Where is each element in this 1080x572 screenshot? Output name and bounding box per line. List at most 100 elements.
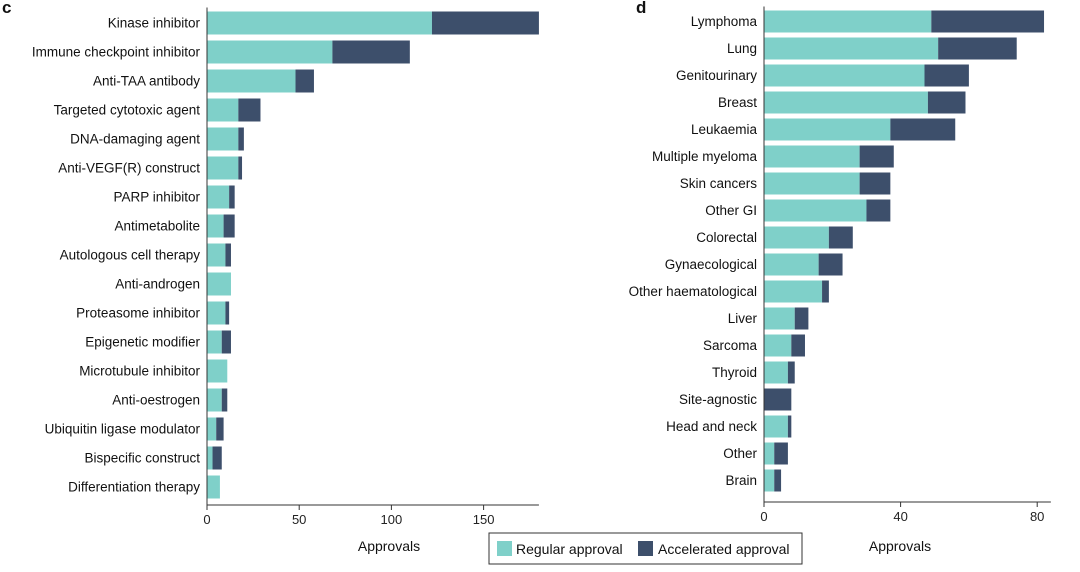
- panel-c-category-label: Immune checkpoint inhibitor: [32, 45, 201, 60]
- panel-d-bar-regular-leukaemia: [764, 118, 891, 141]
- legend-label-accelerated: Accelerated approval: [658, 541, 790, 557]
- panel-c-category-label: Differentiation therapy: [68, 480, 200, 495]
- panel-c-x-tick-label: 100: [381, 512, 403, 527]
- panel-c-x-tick-label: 0: [203, 512, 210, 527]
- panel-d-bar-regular-thyroid: [764, 361, 788, 384]
- panel-d-x-tick-label: 0: [760, 509, 767, 524]
- panel-c-bar-regular-differentiation-therapy: [207, 475, 220, 499]
- panel-d-category-label: Breast: [718, 95, 757, 110]
- panel-d-bar-regular-liver: [764, 307, 795, 330]
- panel-c-bar-regular-proteasome-inhibitor: [207, 301, 226, 325]
- panel-d-bar-regular-skin-cancers: [764, 172, 860, 195]
- panel-d-x-axis-title: Approvals: [869, 538, 931, 554]
- panel-c-category-label: Anti-VEGF(R) construct: [58, 161, 200, 176]
- panel-c-bar-regular-anti-taa-antibody: [207, 69, 296, 93]
- panel-c-bar-accelerated-targeted-cytotoxic-agent: [238, 98, 261, 122]
- panel-c-category-label: Anti-androgen: [115, 277, 200, 292]
- panel-d-letter: d: [636, 0, 646, 17]
- panel-d-chart: Lymphoma Lung Genitourinary Breast Leukaemia…: [629, 6, 1051, 524]
- panel-c-bar-regular-kinase-inhibitor: [207, 11, 432, 35]
- panel-d-bar-regular-breast: [764, 91, 928, 114]
- panel-c-bar-regular-targeted-cytotoxic-agent: [207, 98, 239, 122]
- panel-c-bar-accelerated-anti-vegf-r-construct: [238, 156, 243, 180]
- panel-d-bar-accelerated-lung: [938, 37, 1017, 60]
- panel-d-bar-regular-genitourinary: [764, 64, 925, 87]
- panel-c-category-label: Ubiquitin ligase modulator: [45, 422, 201, 437]
- panel-d-bar-regular-lymphoma: [764, 10, 932, 33]
- panel-d-category-label: Other GI: [705, 203, 757, 218]
- panel-c-bar-accelerated-parp-inhibitor: [229, 185, 235, 209]
- panel-d-bar-accelerated-other: [774, 442, 788, 465]
- panel-d-bar-accelerated-liver: [794, 307, 809, 330]
- panel-d-bar-regular-other-gi: [764, 199, 867, 222]
- panel-c-bar-regular-autologous-cell-therapy: [207, 243, 226, 267]
- panel-c-category-label: Microtubule inhibitor: [79, 364, 200, 379]
- panel-c-bar-accelerated-antimetabolite: [223, 214, 235, 238]
- panel-c-bar-regular-bispecific-construct: [207, 446, 213, 470]
- panel-c-bar-regular-ubiquitin-ligase-modulator: [207, 417, 217, 441]
- panel-d-category-label: Genitourinary: [676, 68, 757, 83]
- panel-c-bar-regular-anti-androgen: [207, 272, 231, 296]
- panel-d-category-label: Gynaecological: [665, 257, 757, 272]
- panel-d-bar-accelerated-thyroid: [787, 361, 795, 384]
- legend: Regular approval Accelerated approval: [488, 532, 803, 565]
- panel-d-category-label: Sarcoma: [703, 338, 758, 353]
- panel-c-category-label: Autologous cell therapy: [60, 248, 201, 263]
- panel-d-bar-accelerated-other-gi: [866, 199, 891, 222]
- legend-swatch-accelerated: [638, 541, 653, 556]
- panel-c-category-label: Antimetabolite: [114, 219, 200, 234]
- panel-d-bar-regular-sarcoma: [764, 334, 792, 357]
- panel-c-x-axis-title: Approvals: [358, 538, 420, 554]
- panel-c-category-label: PARP inhibitor: [113, 190, 200, 205]
- panel-c-bar-regular-dna-damaging-agent: [207, 127, 239, 151]
- panel-c-bar-accelerated-immune-checkpoint-inhibitor: [332, 40, 410, 64]
- panel-d-bar-regular-other-haematological: [764, 280, 823, 303]
- panel-d-bar-accelerated-multiple-myeloma: [859, 145, 894, 168]
- panel-d-category-label: Leukaemia: [691, 122, 758, 137]
- panel-d-category-label: Multiple myeloma: [652, 149, 758, 164]
- panel-d-category-label: Skin cancers: [680, 176, 758, 191]
- panel-c-bar-regular-parp-inhibitor: [207, 185, 230, 209]
- panel-c-bar-accelerated-ubiquitin-ligase-modulator: [216, 417, 224, 441]
- panel-d-bar-regular-lung: [764, 37, 939, 60]
- panel-d-category-label: Site-agnostic: [679, 392, 757, 407]
- panel-c-category-label: Kinase inhibitor: [108, 16, 201, 31]
- panel-c-category-label: DNA-damaging agent: [70, 132, 200, 147]
- panel-d-x-tick-label: 80: [1030, 509, 1044, 524]
- legend-swatch-regular: [497, 541, 512, 556]
- panel-c-bar-accelerated-proteasome-inhibitor: [225, 301, 230, 325]
- panel-d-bar-accelerated-head-and-neck: [787, 415, 792, 438]
- panel-d-bar-accelerated-other-haematological: [822, 280, 829, 303]
- panel-d-category-label: Lung: [727, 41, 757, 56]
- panel-c-category-label: Anti-TAA antibody: [93, 74, 200, 89]
- panel-c-x-tick-label: 150: [473, 512, 495, 527]
- panel-d-category-label: Thyroid: [712, 365, 757, 380]
- panel-c-bar-accelerated-dna-damaging-agent: [238, 127, 244, 151]
- panel-d-bar-accelerated-site-agnostic: [764, 388, 792, 411]
- panel-d-bar-regular-multiple-myeloma: [764, 145, 860, 168]
- panel-d-bar-regular-other: [764, 442, 775, 465]
- panel-d-bar-accelerated-brain: [774, 469, 782, 492]
- panel-c-category-label: Epigenetic modifier: [85, 335, 200, 350]
- panel-d-bar-accelerated-colorectal: [828, 226, 853, 249]
- panel-c-bar-accelerated-epigenetic-modifier: [221, 330, 231, 354]
- panel-c-x-tick-label: 50: [292, 512, 306, 527]
- panel-d-bar-accelerated-leukaemia: [890, 118, 956, 141]
- panel-d-bar-accelerated-genitourinary: [924, 64, 969, 87]
- panel-c-bar-accelerated-bispecific-construct: [212, 446, 222, 470]
- panel-c-bar-regular-epigenetic-modifier: [207, 330, 222, 354]
- panel-d-bar-regular-colorectal: [764, 226, 829, 249]
- panel-c-letter: c: [2, 0, 11, 17]
- panel-d-category-label: Other haematological: [629, 284, 757, 299]
- panel-c-category-label: Proteasome inhibitor: [76, 306, 200, 321]
- panel-c-bar-regular-anti-vegf-r-construct: [207, 156, 239, 180]
- panel-c-bar-regular-anti-oestrogen: [207, 388, 222, 412]
- panel-d-bar-regular-brain: [764, 469, 775, 492]
- panel-c-chart: Kinase inhibitor Immune checkpoint inhibi…: [32, 7, 539, 527]
- panel-d-bar-accelerated-lymphoma: [931, 10, 1045, 33]
- legend-label-regular: Regular approval: [516, 541, 623, 557]
- panel-d-bar-accelerated-breast: [927, 91, 966, 114]
- panel-c-bar-accelerated-autologous-cell-therapy: [225, 243, 231, 267]
- panel-c-category-label: Bispecific construct: [84, 451, 200, 466]
